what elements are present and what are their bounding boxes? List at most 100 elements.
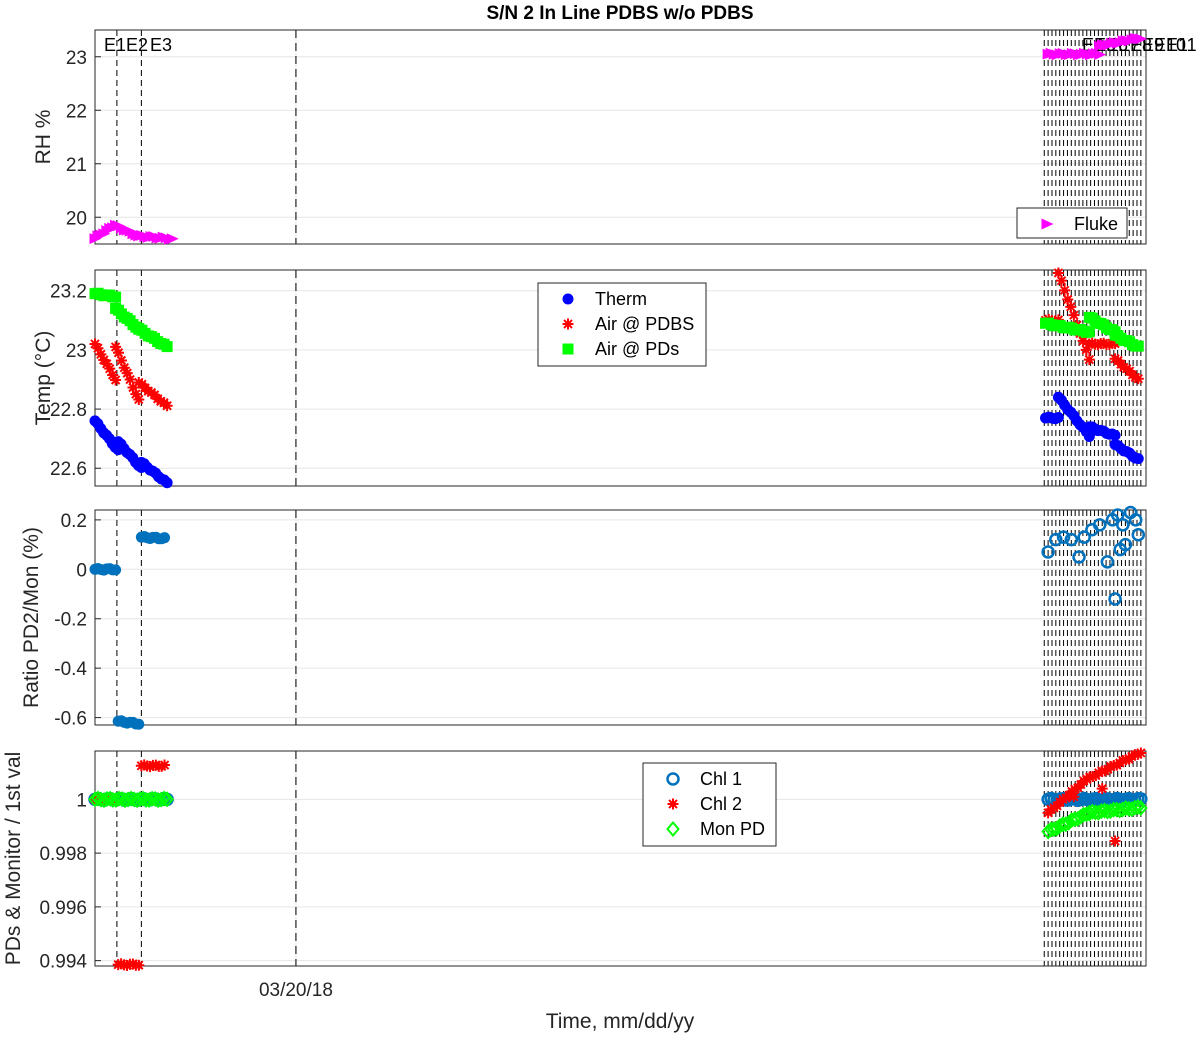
data-point [150, 759, 162, 771]
event-label-cluster: E10 [1154, 35, 1186, 55]
data-point [115, 354, 127, 366]
y-axis-label: RH % [32, 110, 55, 165]
data-point [127, 381, 139, 393]
data-point [1056, 530, 1071, 544]
legend-label: Chl 2 [700, 794, 742, 814]
data-point [1052, 267, 1064, 279]
legend-label: Air @ PDBS [595, 314, 694, 334]
data-point [130, 388, 142, 400]
data-point [1109, 835, 1121, 847]
series-fluke [89, 32, 1148, 245]
data-point [155, 395, 167, 407]
data-point [154, 791, 168, 808]
data-point [160, 791, 174, 808]
axes-layer: 20 21 22 23 RH % 22.6 22.8 23 23.2 Temp (°C) -0.6 -… [2, 29, 1197, 1001]
data-point [1108, 592, 1122, 606]
x-tick-label: 03/20/18 [259, 980, 333, 1001]
data-point [121, 367, 133, 379]
data-point [1110, 508, 1125, 522]
data-point [130, 792, 144, 809]
data-point [161, 477, 173, 489]
data-point [1135, 33, 1148, 45]
data-point [1131, 527, 1146, 542]
legend-marker [562, 293, 574, 305]
data-point [133, 718, 145, 730]
data-point [1045, 803, 1057, 815]
data-point [1132, 453, 1144, 465]
data-point [1105, 761, 1117, 773]
legend-marker [562, 318, 574, 330]
data-point [110, 291, 122, 303]
data-point [1132, 373, 1144, 385]
data-point [1113, 542, 1127, 557]
y-tick-label: 0 [76, 560, 87, 581]
data-point [1094, 49, 1107, 61]
series-air-pds [89, 287, 1144, 353]
data-point [1062, 294, 1074, 306]
legend: Chl 1 Chl 2 Mon PD [642, 762, 777, 847]
data-point [133, 393, 145, 405]
data-point [1077, 335, 1089, 347]
data-point [156, 760, 168, 772]
data-point [142, 385, 154, 397]
data-point [1116, 518, 1130, 532]
data-point [159, 532, 171, 544]
data-point [161, 341, 173, 353]
data-point [92, 793, 104, 805]
data-point [1109, 338, 1121, 350]
legend-marker [667, 798, 679, 810]
y-tick-label: -0.4 [54, 659, 87, 680]
data-point [1132, 340, 1144, 352]
data-point [1077, 530, 1091, 544]
data-point [1067, 811, 1082, 828]
data-point [1052, 412, 1064, 424]
data-point [1100, 555, 1115, 569]
data-point [1050, 820, 1064, 837]
data-point [1064, 532, 1079, 547]
data-point [1086, 337, 1098, 349]
data-point [1068, 791, 1080, 803]
y-tick-label: 22.8 [50, 400, 87, 421]
data-point [157, 790, 171, 807]
data-point [1098, 337, 1110, 349]
data-point [1099, 765, 1111, 777]
legend-marker [666, 820, 680, 838]
panel-4: 0.994 0.996 0.998 1 PDs & Monitor / 1st val [2, 750, 1147, 973]
data-point [95, 348, 107, 360]
data-point [1049, 532, 1063, 547]
data-point [1109, 429, 1121, 441]
y-tick-label: 1 [76, 790, 87, 811]
x-axis-label: Time, mm/dd/yy [546, 1010, 695, 1033]
y-tick-label: 0.2 [61, 511, 87, 532]
event-label: E3 [150, 35, 172, 55]
event-label-cluster: E11 [1166, 35, 1197, 55]
y-tick-label: 20 [66, 208, 87, 229]
series-ratio-1 [1041, 505, 1146, 606]
data-point [97, 792, 111, 809]
data-point [1041, 545, 1055, 559]
data-point [1058, 816, 1073, 833]
y-tick-label: 22.6 [50, 459, 87, 480]
y-axis-label: Ratio PD2/Mon (%) [20, 527, 43, 708]
y-tick-label: 23.2 [50, 282, 87, 303]
y-tick-label: 22 [66, 101, 87, 122]
panel-1: 20 21 22 23 RH % [32, 29, 1147, 245]
legend-label: Air @ PDs [595, 339, 679, 359]
data-point [1132, 748, 1144, 760]
data-point [133, 959, 145, 971]
data-point [1096, 783, 1108, 795]
legend-marker [1041, 218, 1054, 230]
data-point [124, 374, 136, 386]
data-point [1103, 339, 1115, 351]
data-point [142, 791, 156, 809]
y-tick-label: 23 [66, 48, 87, 69]
data-point [1092, 339, 1104, 351]
event-label-cluster: E9 [1142, 35, 1164, 55]
data-point [1080, 344, 1092, 356]
data-point [104, 363, 116, 375]
y-axis-label: PDs & Monitor / 1st val [2, 752, 25, 966]
series-ratio-0 [89, 530, 171, 730]
series-chl-2 [89, 747, 1147, 971]
data-point [166, 233, 179, 245]
data-point [1083, 431, 1095, 443]
